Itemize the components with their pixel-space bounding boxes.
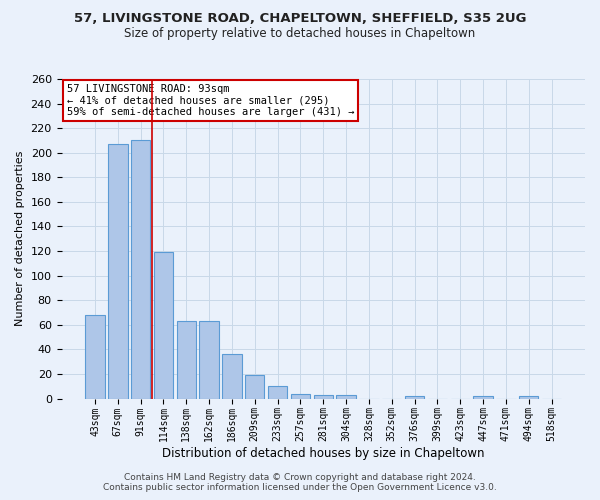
- Text: Size of property relative to detached houses in Chapeltown: Size of property relative to detached ho…: [124, 28, 476, 40]
- Bar: [108, 144, 128, 399]
- Bar: [291, 394, 310, 398]
- Text: 57 LIVINGSTONE ROAD: 93sqm
← 41% of detached houses are smaller (295)
59% of sem: 57 LIVINGSTONE ROAD: 93sqm ← 41% of deta…: [67, 84, 354, 117]
- Y-axis label: Number of detached properties: Number of detached properties: [15, 151, 25, 326]
- X-axis label: Distribution of detached houses by size in Chapeltown: Distribution of detached houses by size …: [162, 447, 485, 460]
- Bar: [268, 386, 287, 398]
- Bar: [314, 395, 333, 398]
- Bar: [199, 321, 219, 398]
- Bar: [405, 396, 424, 398]
- Text: Contains HM Land Registry data © Crown copyright and database right 2024.
Contai: Contains HM Land Registry data © Crown c…: [103, 473, 497, 492]
- Bar: [154, 252, 173, 398]
- Bar: [131, 140, 151, 398]
- Bar: [222, 354, 242, 399]
- Text: 57, LIVINGSTONE ROAD, CHAPELTOWN, SHEFFIELD, S35 2UG: 57, LIVINGSTONE ROAD, CHAPELTOWN, SHEFFI…: [74, 12, 526, 26]
- Bar: [245, 375, 265, 398]
- Bar: [176, 321, 196, 398]
- Bar: [519, 396, 538, 398]
- Bar: [473, 396, 493, 398]
- Bar: [85, 315, 105, 398]
- Bar: [337, 395, 356, 398]
